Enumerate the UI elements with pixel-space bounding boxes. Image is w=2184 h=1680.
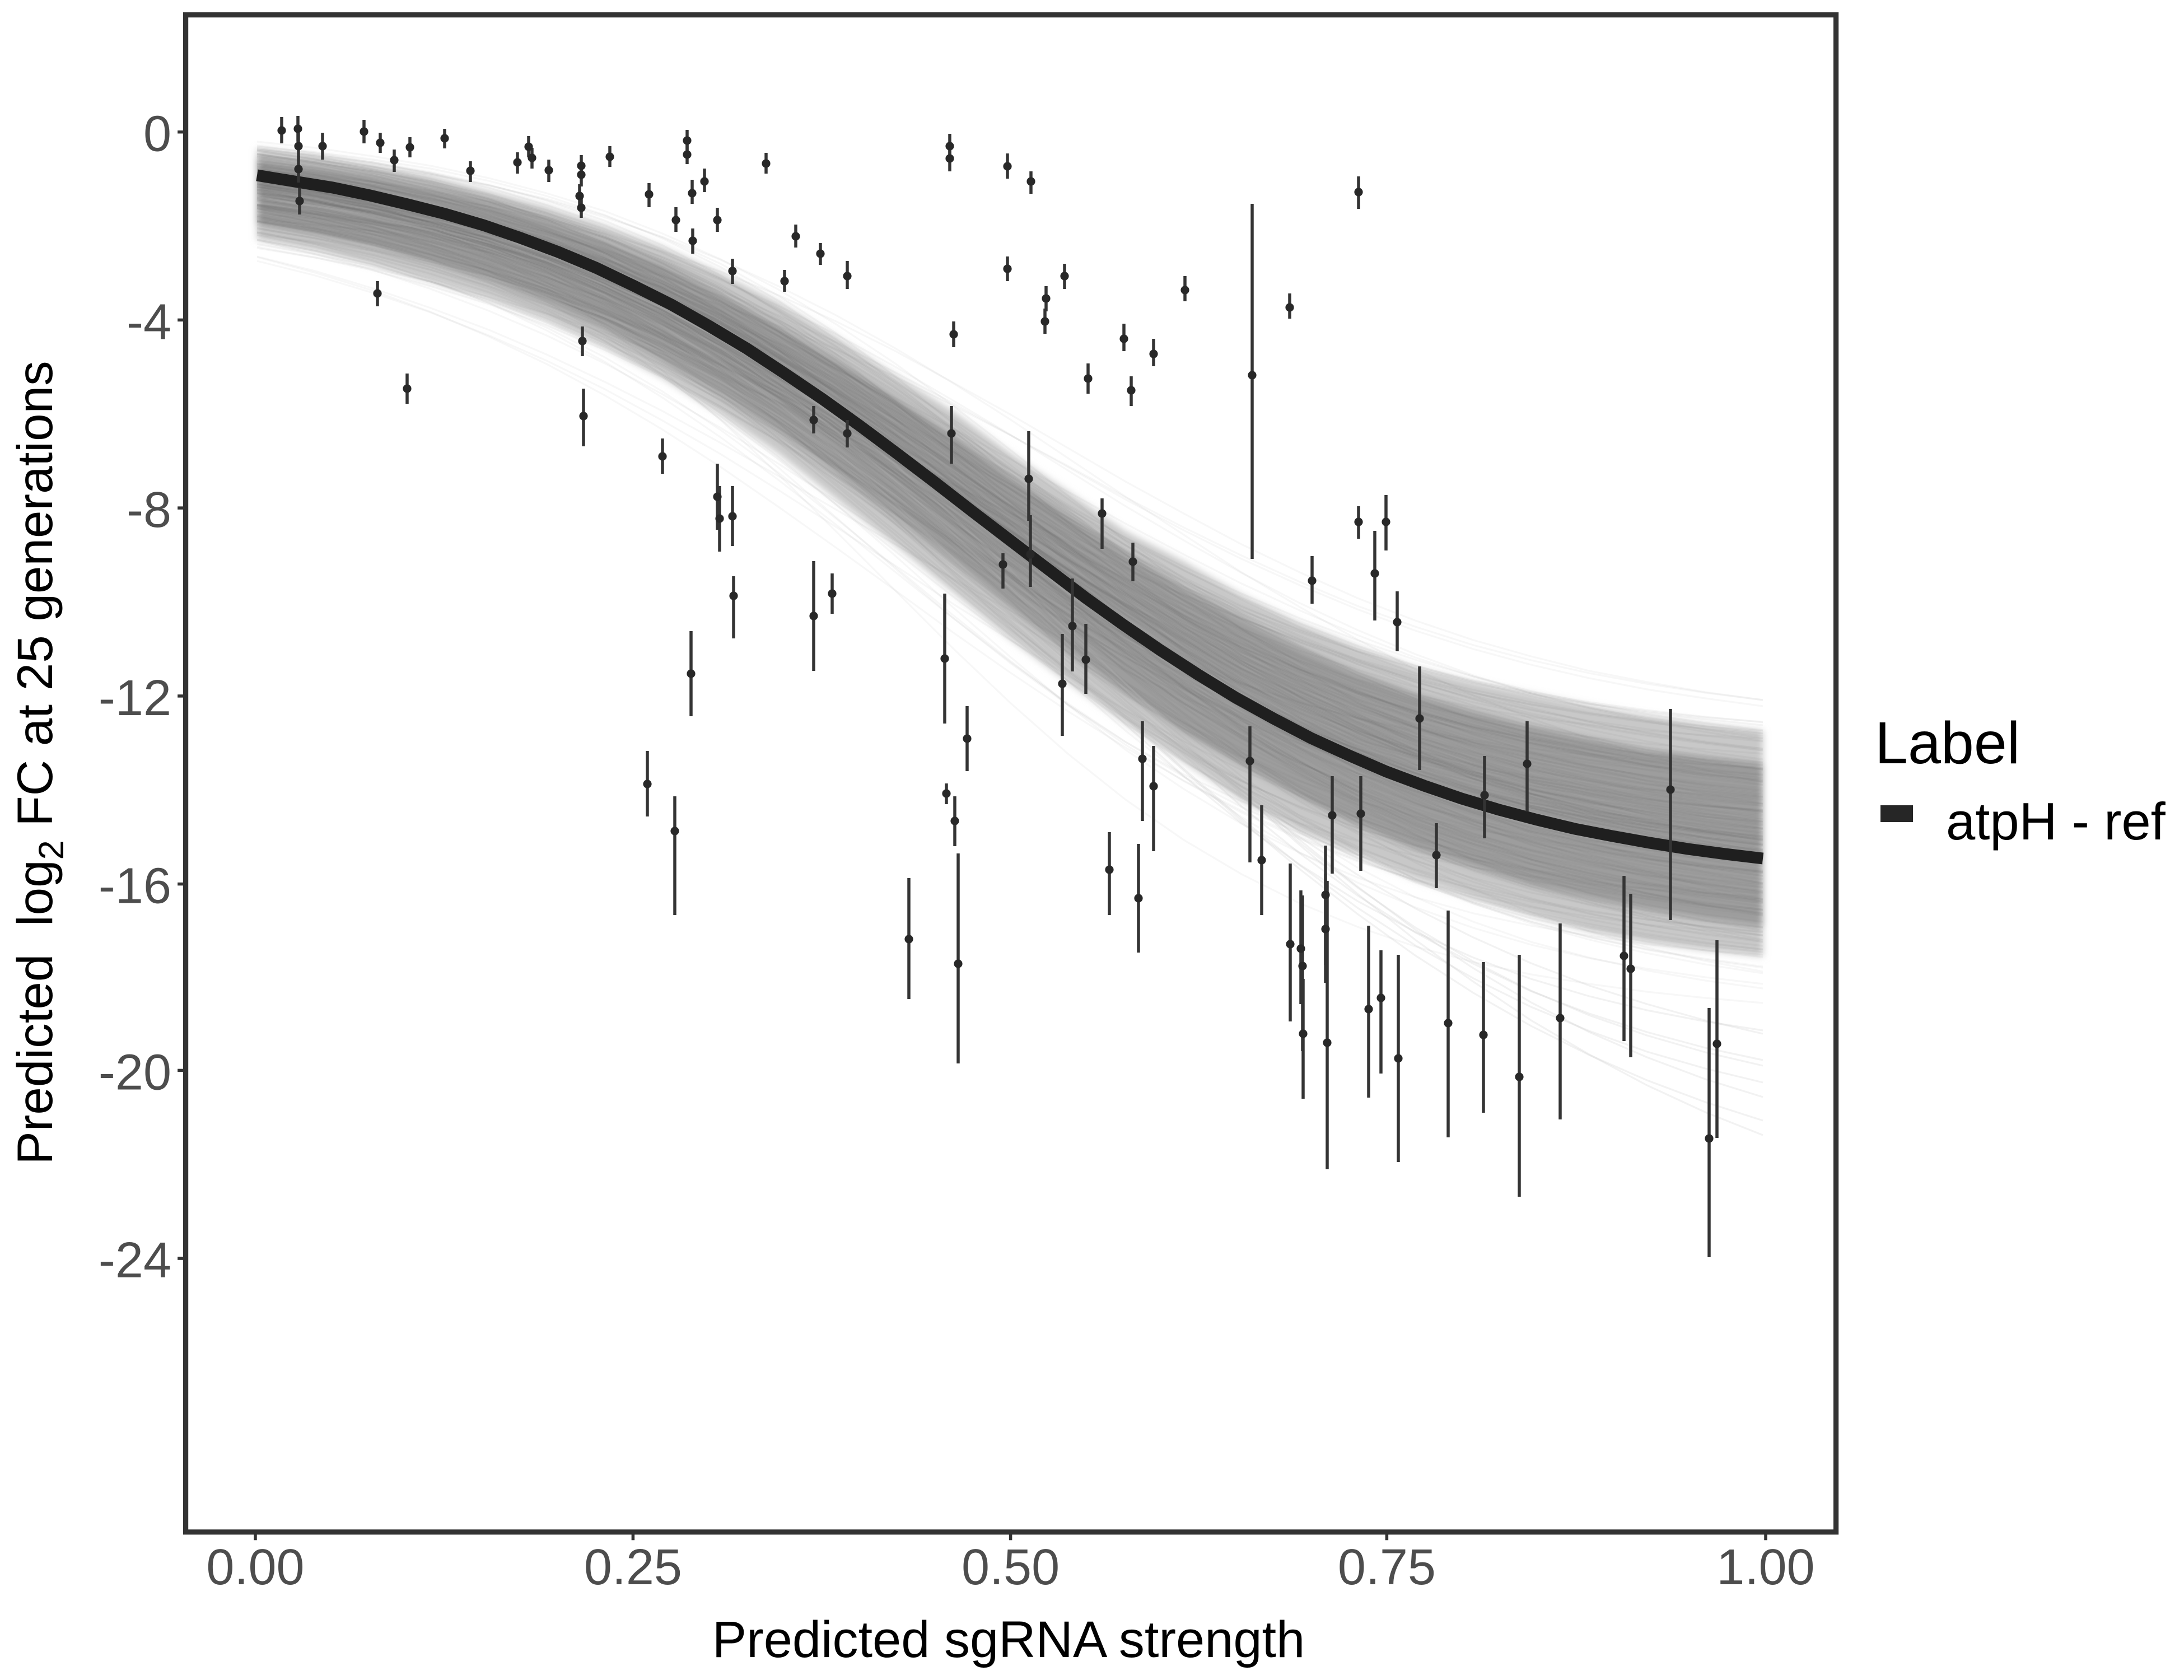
svg-text:-16: -16: [99, 858, 171, 914]
svg-text:-8: -8: [127, 482, 171, 538]
svg-text:-4: -4: [127, 294, 171, 350]
svg-text:0.50: 0.50: [962, 1539, 1060, 1595]
svg-text:0.00: 0.00: [206, 1539, 304, 1595]
svg-text:-24: -24: [99, 1233, 171, 1289]
svg-text:-12: -12: [99, 670, 171, 726]
svg-text:0.75: 0.75: [1338, 1539, 1436, 1595]
svg-text:-20: -20: [99, 1044, 171, 1100]
svg-text:0.25: 0.25: [584, 1539, 682, 1595]
svg-text:0: 0: [143, 106, 171, 162]
svg-text:Predicted log2 FC at 25 gener: Predicted log2 FC at 25 generations: [7, 361, 71, 1164]
svg-text:atpH - ref: atpH - ref: [1946, 792, 2166, 851]
svg-text:1.00: 1.00: [1716, 1539, 1814, 1595]
svg-text:Label: Label: [1875, 710, 2020, 776]
svg-text:Predicted sgRNA strength: Predicted sgRNA strength: [712, 1611, 1305, 1668]
